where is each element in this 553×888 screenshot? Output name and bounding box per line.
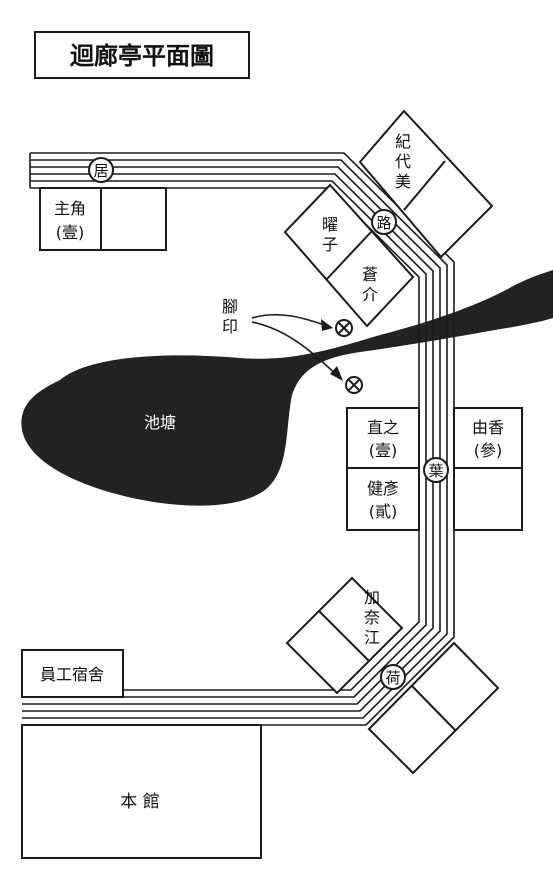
room-kanae: 加 奈 江 xyxy=(285,576,404,695)
room-label-yuka: 由香 xyxy=(472,418,504,437)
room-label-kanae-3: 江 xyxy=(364,628,380,647)
room-yuka: 由香 (參) xyxy=(453,407,523,531)
room-label-yaoko-1: 曜 xyxy=(322,215,338,234)
footprint-mark-1 xyxy=(335,319,353,337)
marker-he: 荷 xyxy=(380,664,406,690)
room-label-yuka-no: (參) xyxy=(474,441,503,460)
svg-text:居: 居 xyxy=(93,162,108,180)
room-yaoko-aosuke: 曜 子 蒼 介 xyxy=(283,183,415,328)
room-label-kenhiko: 健彥 xyxy=(367,479,399,498)
pond: 池塘 xyxy=(21,270,553,506)
room-kiyomi: 紀 代 美 xyxy=(358,109,494,259)
marker-ju: 居 xyxy=(88,157,114,183)
marker-lu: 路 xyxy=(371,209,397,235)
title-box: 迴廊亭平面圖 xyxy=(34,31,250,79)
pond-label: 池塘 xyxy=(144,413,176,432)
plan-title: 迴廊亭平面圖 xyxy=(70,42,214,70)
room-label-zhujiao-no: (壹) xyxy=(56,223,85,242)
marker-ye: 葉 xyxy=(423,457,449,483)
room-label-aosuke-1: 蒼 xyxy=(362,265,378,284)
room-label-kiyomi-3: 美 xyxy=(395,172,411,191)
room-label-naoyuki-no: (壹) xyxy=(369,441,398,460)
room-naoyuki-kenhiko: 直之 (壹) 健彥 (貳) xyxy=(346,407,420,531)
room-zhujiao: 主角 (壹) xyxy=(39,187,167,251)
footprint-annotation: 腳 印 xyxy=(222,297,363,394)
footprint-label-1: 腳 xyxy=(222,297,238,316)
room-lower-right xyxy=(367,641,500,775)
footprint-label-2: 印 xyxy=(222,317,238,336)
room-label-kanae-2: 奈 xyxy=(364,608,380,627)
room-label-zhujiao: 主角 xyxy=(54,199,86,218)
staff-dormitory: 員工宿舍 xyxy=(21,649,124,698)
room-label-kanae-1: 加 xyxy=(364,588,380,607)
room-label-yaoko-2: 子 xyxy=(322,235,338,254)
main-hall-label: 本 館 xyxy=(120,792,159,812)
svg-text:荷: 荷 xyxy=(385,669,400,687)
main-hall: 本 館 xyxy=(21,724,262,859)
svg-text:路: 路 xyxy=(376,214,391,232)
footprint-mark-2 xyxy=(345,376,363,394)
svg-text:葉: 葉 xyxy=(428,462,443,480)
room-label-naoyuki: 直之 xyxy=(367,418,399,437)
room-label-aosuke-2: 介 xyxy=(362,285,378,304)
room-label-kiyomi-2: 代 xyxy=(395,152,411,171)
room-label-kenhiko-no: (貳) xyxy=(369,502,398,521)
staff-dormitory-label: 員工宿舍 xyxy=(40,665,104,684)
room-label-kiyomi-1: 紀 xyxy=(395,132,411,151)
